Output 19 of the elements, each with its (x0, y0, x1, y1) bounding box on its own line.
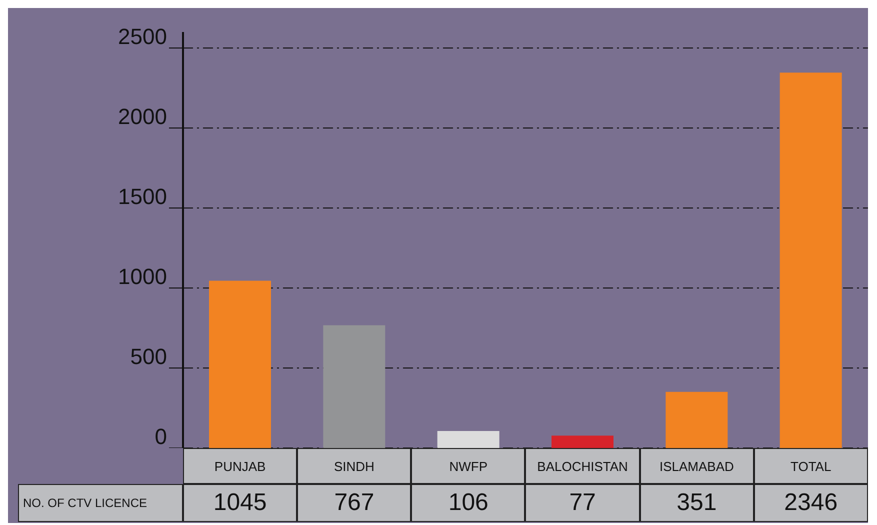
text: NO. OF CTV LICENCE (18, 484, 183, 522)
y-tick-label: 2500 (118, 24, 167, 49)
data-label: 106 (411, 484, 526, 522)
data-label: 77 (525, 484, 640, 522)
data-label: 1045 (183, 484, 298, 522)
y-tick-label: 1000 (118, 264, 167, 289)
data-label: 767 (297, 484, 412, 522)
y-tick-label: 0 (154, 424, 167, 449)
x-tick-label: NWFP (411, 448, 526, 484)
x-tick-label: SINDH (297, 448, 412, 484)
y-tick-label: 500 (130, 344, 167, 369)
x-tick-label: TOTAL (754, 448, 868, 484)
data-label: 351 (640, 484, 754, 522)
x-tick-label: BALOCHISTAN (525, 448, 640, 484)
y-tick-label: 2000 (118, 104, 167, 129)
x-tick-label: PUNJAB (183, 448, 298, 484)
data-label: 2346 (754, 484, 868, 522)
y-tick-label: 1500 (118, 184, 167, 209)
x-tick-label: ISLAMABAD (640, 448, 754, 484)
